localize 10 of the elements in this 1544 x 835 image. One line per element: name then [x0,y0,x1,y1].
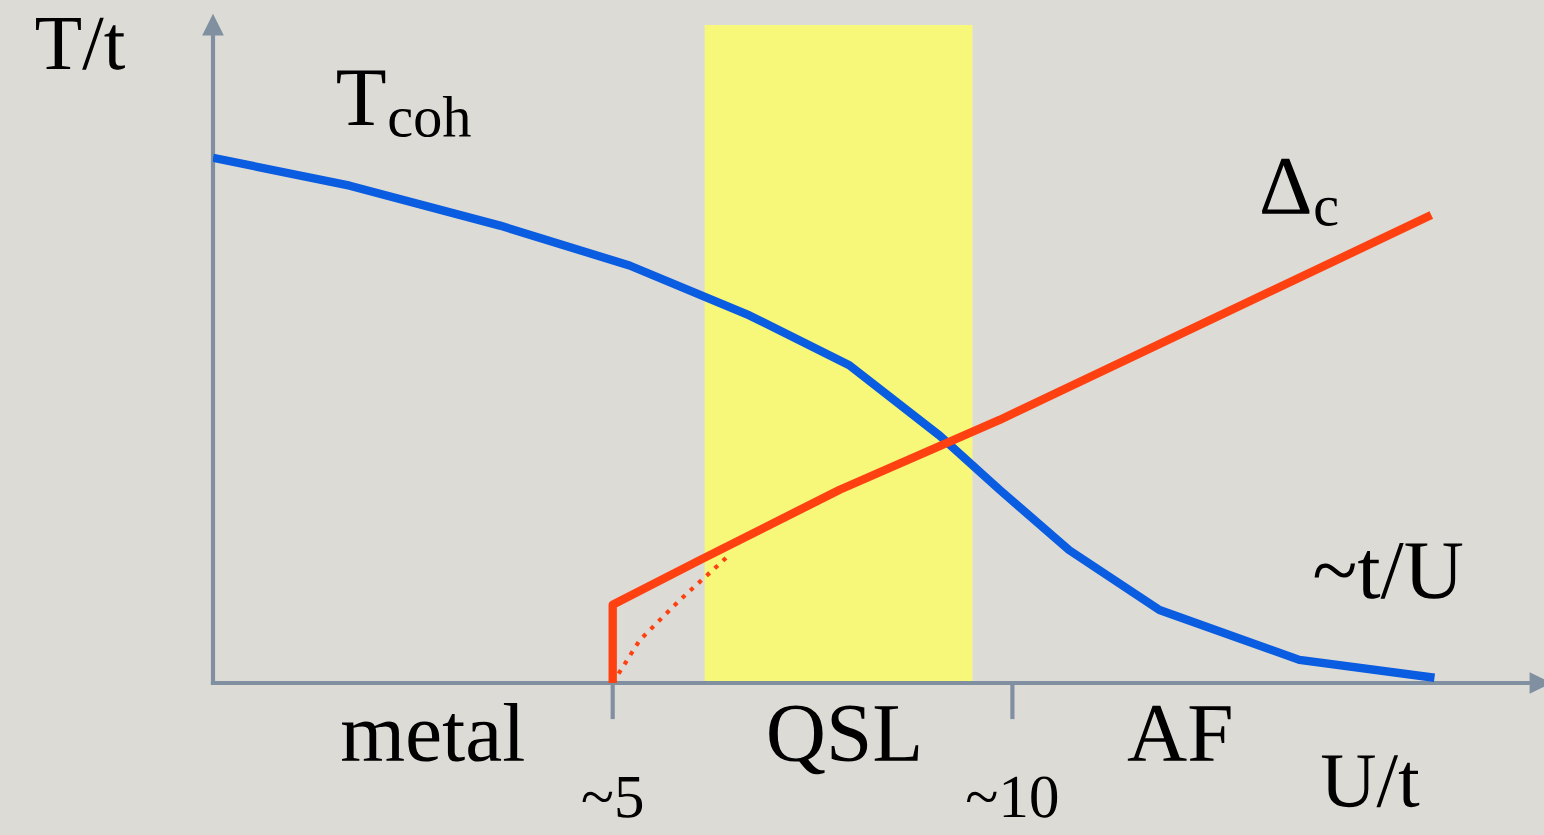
series-label: Δ$_{c}$ [1262,158,1338,226]
annotation: ~t/U [1314,543,1463,599]
y-axis-title: T/t [36,17,125,70]
text: AF [1127,705,1231,761]
text: metal [342,702,524,762]
series-label: T$_{coh}$ [337,70,471,138]
text: QSL [769,705,919,775]
x-tick-label: ~5 [582,777,643,818]
x-axis-title: U/t [1321,755,1420,808]
x-tick-label: ~10 [967,776,1058,818]
